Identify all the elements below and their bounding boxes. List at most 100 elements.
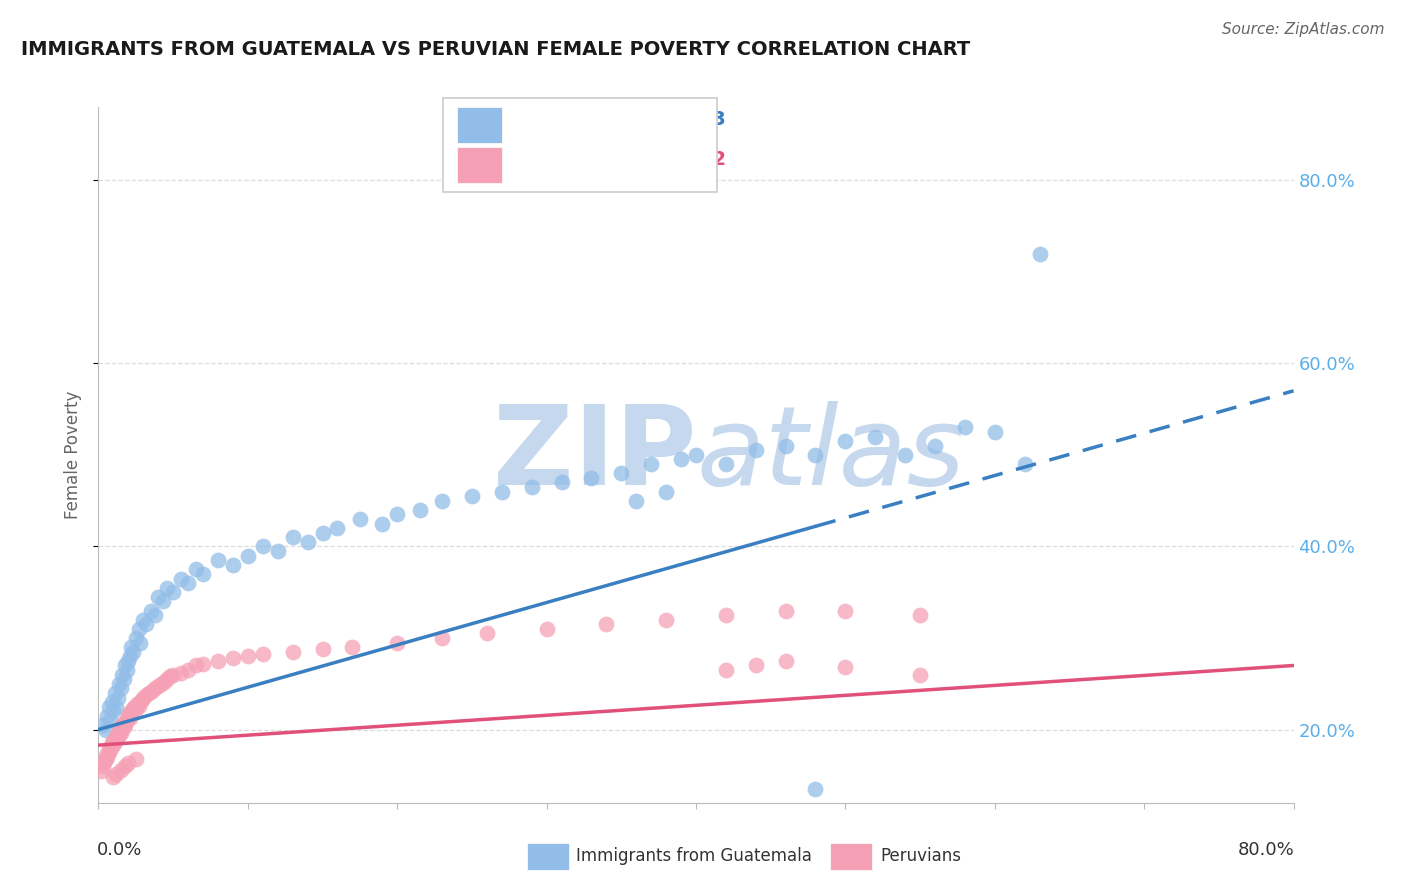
Point <box>834 603 856 617</box>
Point <box>91 759 114 773</box>
Point <box>125 752 148 766</box>
Point <box>714 663 737 677</box>
Point <box>118 706 141 720</box>
Point <box>152 594 174 608</box>
Point <box>804 782 827 797</box>
Point <box>143 608 166 623</box>
Point <box>115 663 138 677</box>
Point <box>132 613 155 627</box>
Point <box>143 681 166 696</box>
Text: Peruvians: Peruvians <box>880 847 962 865</box>
Point <box>105 699 128 714</box>
Point <box>156 672 179 686</box>
Point <box>111 667 134 681</box>
Point <box>184 562 207 576</box>
Point <box>385 635 409 649</box>
Point <box>297 534 319 549</box>
Point <box>98 742 122 756</box>
Point <box>94 748 117 763</box>
Point <box>105 729 128 743</box>
Point <box>953 420 976 434</box>
Point <box>148 679 170 693</box>
Text: Immigrants from Guatemala: Immigrants from Guatemala <box>576 847 813 865</box>
Point <box>128 698 150 713</box>
Point <box>105 731 128 746</box>
Point <box>108 724 131 739</box>
Point <box>252 648 274 662</box>
Point <box>222 558 245 572</box>
Point <box>98 714 122 728</box>
Y-axis label: Female Poverty: Female Poverty <box>65 391 83 519</box>
Point <box>924 439 946 453</box>
Point <box>610 467 633 481</box>
Point <box>311 642 333 657</box>
Point <box>408 503 430 517</box>
Point <box>101 695 124 709</box>
Point <box>121 702 143 716</box>
Point <box>94 723 117 737</box>
Point <box>207 553 229 567</box>
Point <box>101 736 124 750</box>
Point <box>491 484 513 499</box>
Point <box>117 654 139 668</box>
Point <box>141 684 163 698</box>
Point <box>461 489 484 503</box>
Point <box>177 663 200 677</box>
Point <box>131 693 153 707</box>
Point <box>110 681 132 696</box>
Point <box>169 572 191 586</box>
Point <box>236 649 259 664</box>
Point <box>834 660 856 674</box>
Point <box>162 585 184 599</box>
Point <box>1028 246 1050 260</box>
Point <box>111 718 134 732</box>
Point <box>267 544 290 558</box>
Point <box>626 493 648 508</box>
Text: 80.0%: 80.0% <box>1237 841 1295 859</box>
Point <box>97 740 120 755</box>
Point <box>745 443 768 458</box>
Point <box>128 622 150 636</box>
Point <box>153 675 176 690</box>
Point <box>132 690 155 705</box>
Point <box>139 603 162 617</box>
Point <box>1014 457 1036 471</box>
Point <box>96 708 118 723</box>
Point <box>115 714 138 728</box>
Point <box>281 645 304 659</box>
Point <box>129 635 152 649</box>
Point <box>90 764 112 778</box>
Point <box>908 667 931 681</box>
Point <box>118 711 141 725</box>
Point <box>114 718 136 732</box>
Point <box>191 657 214 671</box>
Point <box>112 716 135 731</box>
Point <box>159 669 181 683</box>
Point <box>150 677 173 691</box>
Point <box>326 521 349 535</box>
Point <box>125 631 148 645</box>
Point <box>127 697 149 711</box>
Point <box>236 549 259 563</box>
Point <box>117 708 139 723</box>
Point <box>775 603 797 617</box>
Point <box>184 658 207 673</box>
Point <box>97 699 120 714</box>
Point <box>94 752 117 766</box>
Point <box>148 590 170 604</box>
Point <box>550 475 572 490</box>
Point <box>103 770 125 784</box>
Point <box>114 658 136 673</box>
Point <box>110 763 132 777</box>
Point <box>222 651 245 665</box>
Point <box>112 720 135 734</box>
Point <box>103 738 125 752</box>
Text: atlas: atlas <box>696 401 965 508</box>
Point <box>125 701 148 715</box>
Point <box>252 540 274 554</box>
Point <box>114 759 136 773</box>
Point <box>138 686 160 700</box>
Point <box>640 457 662 471</box>
Text: R = 0.185    N = 82: R = 0.185 N = 82 <box>519 150 725 169</box>
Point <box>108 727 131 741</box>
